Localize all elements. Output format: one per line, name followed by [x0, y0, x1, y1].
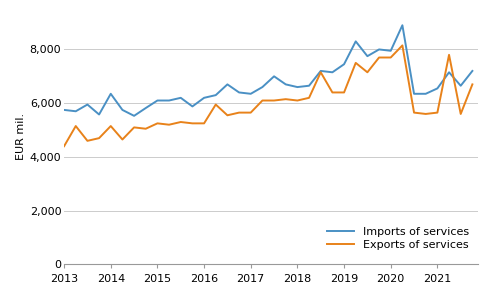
Imports of services [388, 49, 394, 53]
Imports of services [271, 74, 277, 78]
Imports of services [423, 92, 429, 96]
Exports of services [224, 113, 230, 117]
Exports of services [201, 122, 207, 125]
Imports of services [306, 84, 312, 88]
Exports of services [154, 122, 160, 125]
Exports of services [166, 123, 172, 126]
Exports of services [399, 43, 405, 47]
Imports of services [446, 71, 452, 74]
Imports of services [131, 114, 137, 118]
Y-axis label: EUR mil.: EUR mil. [15, 113, 26, 161]
Imports of services [201, 96, 207, 100]
Imports of services [73, 109, 79, 113]
Imports of services [213, 93, 219, 97]
Imports of services [84, 103, 90, 106]
Imports of services [96, 113, 102, 116]
Imports of services [283, 83, 289, 86]
Imports of services [248, 92, 254, 96]
Exports of services [306, 96, 312, 100]
Exports of services [178, 120, 184, 124]
Imports of services [259, 85, 265, 89]
Exports of services [73, 124, 79, 128]
Imports of services [143, 106, 149, 110]
Imports of services [458, 84, 464, 88]
Imports of services [189, 105, 195, 108]
Exports of services [469, 83, 475, 86]
Imports of services [318, 69, 324, 73]
Imports of services [434, 87, 440, 90]
Imports of services [294, 85, 300, 89]
Exports of services [271, 99, 277, 102]
Imports of services [154, 99, 160, 102]
Exports of services [329, 91, 335, 94]
Line: Exports of services: Exports of services [64, 45, 472, 146]
Exports of services [236, 111, 242, 114]
Exports of services [143, 127, 149, 130]
Exports of services [189, 122, 195, 125]
Imports of services [469, 69, 475, 73]
Legend: Imports of services, Exports of services: Imports of services, Exports of services [323, 224, 473, 254]
Exports of services [283, 97, 289, 101]
Exports of services [259, 99, 265, 102]
Exports of services [248, 111, 254, 114]
Imports of services [364, 54, 370, 58]
Imports of services [236, 91, 242, 94]
Exports of services [341, 91, 347, 94]
Exports of services [353, 61, 359, 65]
Imports of services [108, 92, 114, 96]
Exports of services [364, 71, 370, 74]
Imports of services [119, 108, 125, 112]
Exports of services [458, 112, 464, 116]
Imports of services [411, 92, 417, 96]
Exports of services [434, 111, 440, 114]
Line: Imports of services: Imports of services [64, 25, 472, 116]
Exports of services [411, 111, 417, 114]
Exports of services [96, 136, 102, 140]
Exports of services [388, 56, 394, 59]
Exports of services [108, 124, 114, 128]
Imports of services [178, 96, 184, 100]
Imports of services [166, 99, 172, 102]
Exports of services [213, 103, 219, 106]
Imports of services [61, 108, 67, 112]
Imports of services [329, 71, 335, 74]
Imports of services [376, 48, 382, 51]
Exports of services [318, 71, 324, 74]
Exports of services [376, 56, 382, 59]
Exports of services [61, 144, 67, 148]
Imports of services [353, 40, 359, 43]
Exports of services [294, 99, 300, 102]
Exports of services [84, 139, 90, 143]
Exports of services [423, 112, 429, 116]
Exports of services [119, 138, 125, 141]
Imports of services [224, 83, 230, 86]
Exports of services [446, 53, 452, 57]
Imports of services [399, 23, 405, 27]
Exports of services [131, 126, 137, 129]
Imports of services [341, 62, 347, 66]
